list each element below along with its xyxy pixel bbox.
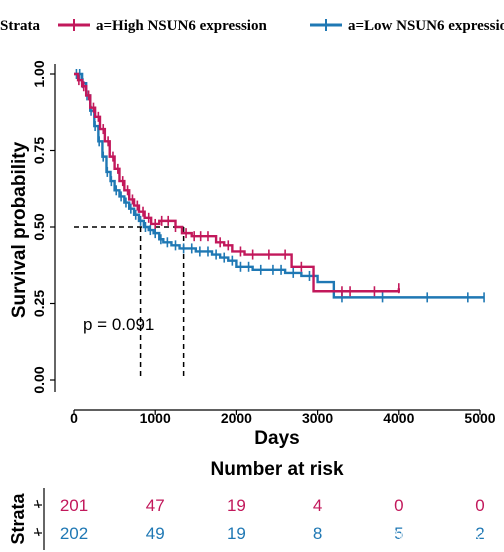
y-axis-label: Survival probability bbox=[9, 141, 30, 318]
risk-value-low: 5 bbox=[394, 524, 403, 543]
watermark: CSDN @皮肤科大白 bbox=[361, 527, 498, 544]
risk-value-low: 49 bbox=[146, 524, 165, 543]
plot-area: 0.00 0.25 0.50 0.75 1.00 0 1000 2000 3000 4000 50… bbox=[9, 60, 496, 449]
y-tick-label: 0.50 bbox=[31, 213, 47, 240]
legend-item-low: a=Low NSUN6 expression bbox=[310, 18, 504, 34]
risk-value-high: 0 bbox=[475, 496, 484, 515]
legend-label-low: a=Low NSUN6 expression bbox=[348, 18, 504, 34]
risk-value-high: 0 bbox=[394, 496, 403, 515]
risk-value-low: 2 bbox=[475, 524, 484, 543]
x-ticks: 0 1000 2000 3000 4000 5000 bbox=[70, 410, 496, 426]
risk-row-marker-low bbox=[34, 527, 42, 537]
y-ticks: 0.00 0.25 0.50 0.75 1.00 bbox=[31, 60, 55, 394]
y-tick-label: 1.00 bbox=[31, 60, 47, 87]
risk-value-low: 202 bbox=[60, 524, 88, 543]
y-tick-label: 0.75 bbox=[31, 137, 47, 164]
x-tick-label: 4000 bbox=[383, 410, 414, 426]
p-value-annotation: p = 0.091 bbox=[83, 315, 154, 334]
risk-table-ylabel: Strata bbox=[8, 493, 28, 545]
legend: Strata a=High NSUN6 expression a=Low NSU… bbox=[0, 18, 504, 34]
risk-value-high: 19 bbox=[227, 496, 246, 515]
x-tick-label: 0 bbox=[70, 410, 78, 426]
risk-table: Number at risk Strata 201 47 19 4 0 0 202 49 19 8… bbox=[8, 459, 485, 550]
x-axis-label: Days bbox=[254, 428, 299, 449]
risk-value-high: 201 bbox=[60, 496, 88, 515]
risk-values: 201 47 19 4 0 0 202 49 19 8 5 2 bbox=[60, 496, 485, 543]
risk-row-marker-high bbox=[34, 499, 42, 509]
risk-table-title: Number at risk bbox=[210, 459, 343, 480]
x-tick-label: 2000 bbox=[221, 410, 252, 426]
risk-value-low: 8 bbox=[313, 524, 322, 543]
survival-curve-low bbox=[74, 72, 485, 299]
x-tick-label: 5000 bbox=[464, 410, 495, 426]
y-tick-label: 0.00 bbox=[31, 366, 47, 393]
survival-curves bbox=[74, 69, 485, 303]
median-lines bbox=[74, 226, 185, 380]
legend-title: Strata bbox=[0, 18, 40, 34]
y-tick-label: 0.25 bbox=[31, 290, 47, 317]
x-tick-label: 3000 bbox=[302, 410, 333, 426]
legend-label-high: a=High NSUN6 expression bbox=[96, 18, 267, 34]
risk-value-high: 47 bbox=[146, 496, 165, 515]
legend-item-high: a=High NSUN6 expression bbox=[58, 18, 267, 34]
survival-curve-high bbox=[74, 72, 400, 293]
risk-value-high: 4 bbox=[313, 496, 322, 515]
risk-value-low: 19 bbox=[227, 524, 246, 543]
x-tick-label: 1000 bbox=[140, 410, 171, 426]
